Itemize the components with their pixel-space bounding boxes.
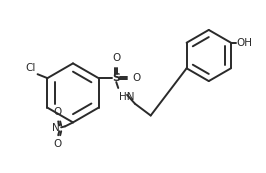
Text: N: N [52, 123, 60, 133]
Text: O: O [53, 107, 61, 117]
Text: O: O [112, 53, 120, 63]
Text: HN: HN [119, 92, 135, 102]
Text: O: O [53, 139, 61, 149]
Text: O: O [132, 73, 140, 83]
Text: S: S [112, 73, 120, 83]
Text: OH: OH [237, 38, 253, 48]
Text: Cl: Cl [25, 63, 36, 73]
